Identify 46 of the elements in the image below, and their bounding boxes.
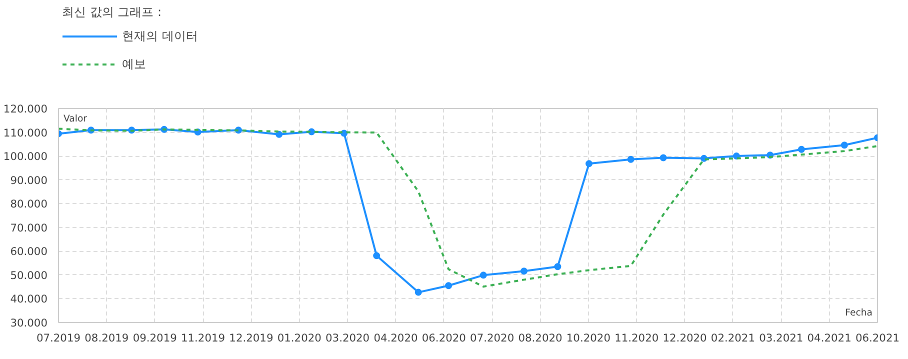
- y-tick-label: 50.000: [10, 268, 48, 282]
- x-tick-label: 07.2019: [36, 332, 81, 344]
- x-tick-label: 12.2019: [229, 332, 274, 344]
- point: [373, 252, 380, 260]
- point: [798, 146, 805, 153]
- x-tick-label: 03.2020: [326, 332, 370, 344]
- y-tick-label: 120.000: [3, 102, 48, 116]
- legend-title: 최신 값의 그래프 :: [62, 4, 162, 21]
- y-axis-title: Valor: [64, 114, 88, 124]
- legend-label: 예보: [122, 56, 146, 72]
- y-tick-label: 90.000: [10, 174, 48, 187]
- x-tick-label: 04.2020: [374, 332, 418, 344]
- y-tick-label: 110.000: [3, 126, 48, 140]
- point: [520, 268, 528, 275]
- x-tick-label: 08.2019: [84, 332, 129, 344]
- y-tick-label: 70.000: [10, 221, 48, 234]
- x-tick-label: 09.2019: [132, 332, 178, 344]
- x-tick-label: 10.2020: [566, 332, 611, 344]
- y-tick-label: 30.000: [10, 316, 48, 330]
- x-tick-label: 11.2020: [614, 332, 659, 344]
- point: [445, 282, 452, 290]
- y-tick-label: 100.000: [3, 150, 48, 164]
- point: [660, 154, 667, 162]
- x-tick-label: 06.2020: [422, 332, 466, 344]
- x-axis-title: Fecha: [845, 308, 873, 318]
- y-tick-label: 80.000: [10, 198, 48, 211]
- y-tick-label: 40.000: [10, 292, 48, 306]
- x-tick-label: 02.2021: [710, 332, 756, 344]
- x-tick-label: 11.2019: [180, 332, 226, 344]
- x-tick-label: 03.2021: [759, 332, 804, 344]
- point: [276, 130, 283, 138]
- point: [732, 152, 740, 160]
- point: [586, 160, 593, 168]
- x-tick-label: 01.2020: [277, 332, 322, 344]
- point: [627, 156, 634, 163]
- point: [414, 288, 422, 296]
- y-tick-label: 60.000: [10, 245, 48, 258]
- point: [554, 263, 562, 270]
- x-tick-label: 07.2020: [470, 332, 514, 344]
- point: [840, 142, 848, 149]
- x-tick-label: 12.2020: [662, 332, 708, 344]
- x-tick-label: 04.2021: [807, 332, 852, 344]
- x-tick-label: 06.2021: [855, 332, 900, 344]
- legend-label: 현재의 데이터: [122, 28, 198, 44]
- point: [480, 272, 487, 279]
- x-tick-label: 08.2020: [518, 332, 563, 344]
